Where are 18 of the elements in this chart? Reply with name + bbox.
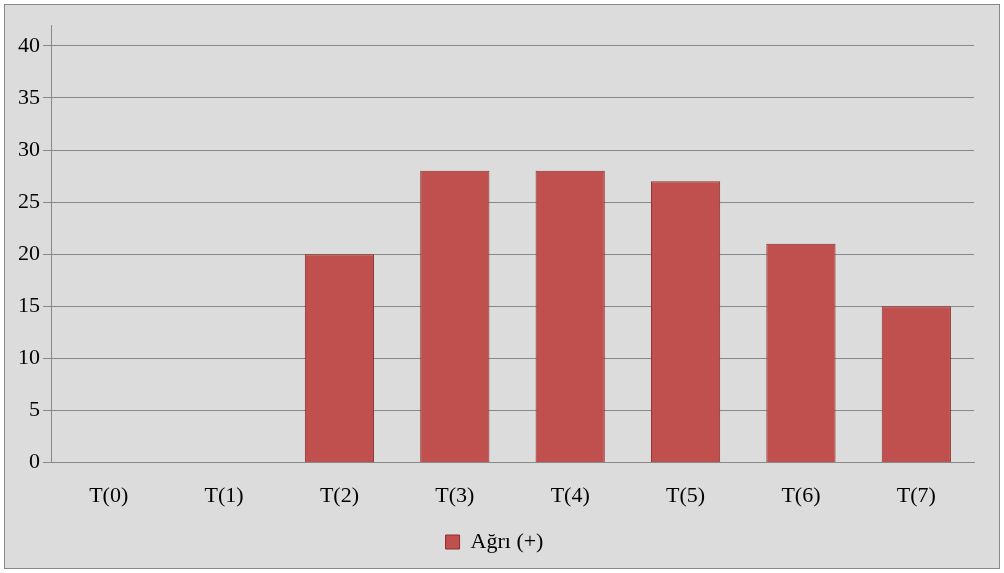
y-tick-label: 40 [18, 31, 40, 57]
x-tick-label: T(1) [204, 481, 244, 507]
x-tick-label: T(4) [550, 481, 590, 507]
x-tick-label: T(7) [896, 481, 936, 507]
y-tick-label: 0 [29, 448, 40, 474]
y-tick-label: 10 [18, 344, 40, 370]
x-tick-label: T(3) [435, 481, 475, 507]
x-tick-label: T(6) [781, 481, 821, 507]
x-tick-label: T(2) [319, 481, 359, 507]
y-tick-label: 30 [18, 135, 40, 161]
y-tick-label: 5 [29, 396, 40, 422]
y-tick-label: 25 [18, 187, 40, 213]
y-tick-label: 35 [18, 83, 40, 109]
y-tick-label: 20 [18, 240, 40, 265]
x-tick-label: T(5) [666, 481, 706, 507]
y-tick-label: 15 [18, 292, 40, 318]
x-tick-label: T(0) [89, 481, 129, 507]
legend-label: Ağrı (+) [470, 527, 544, 553]
